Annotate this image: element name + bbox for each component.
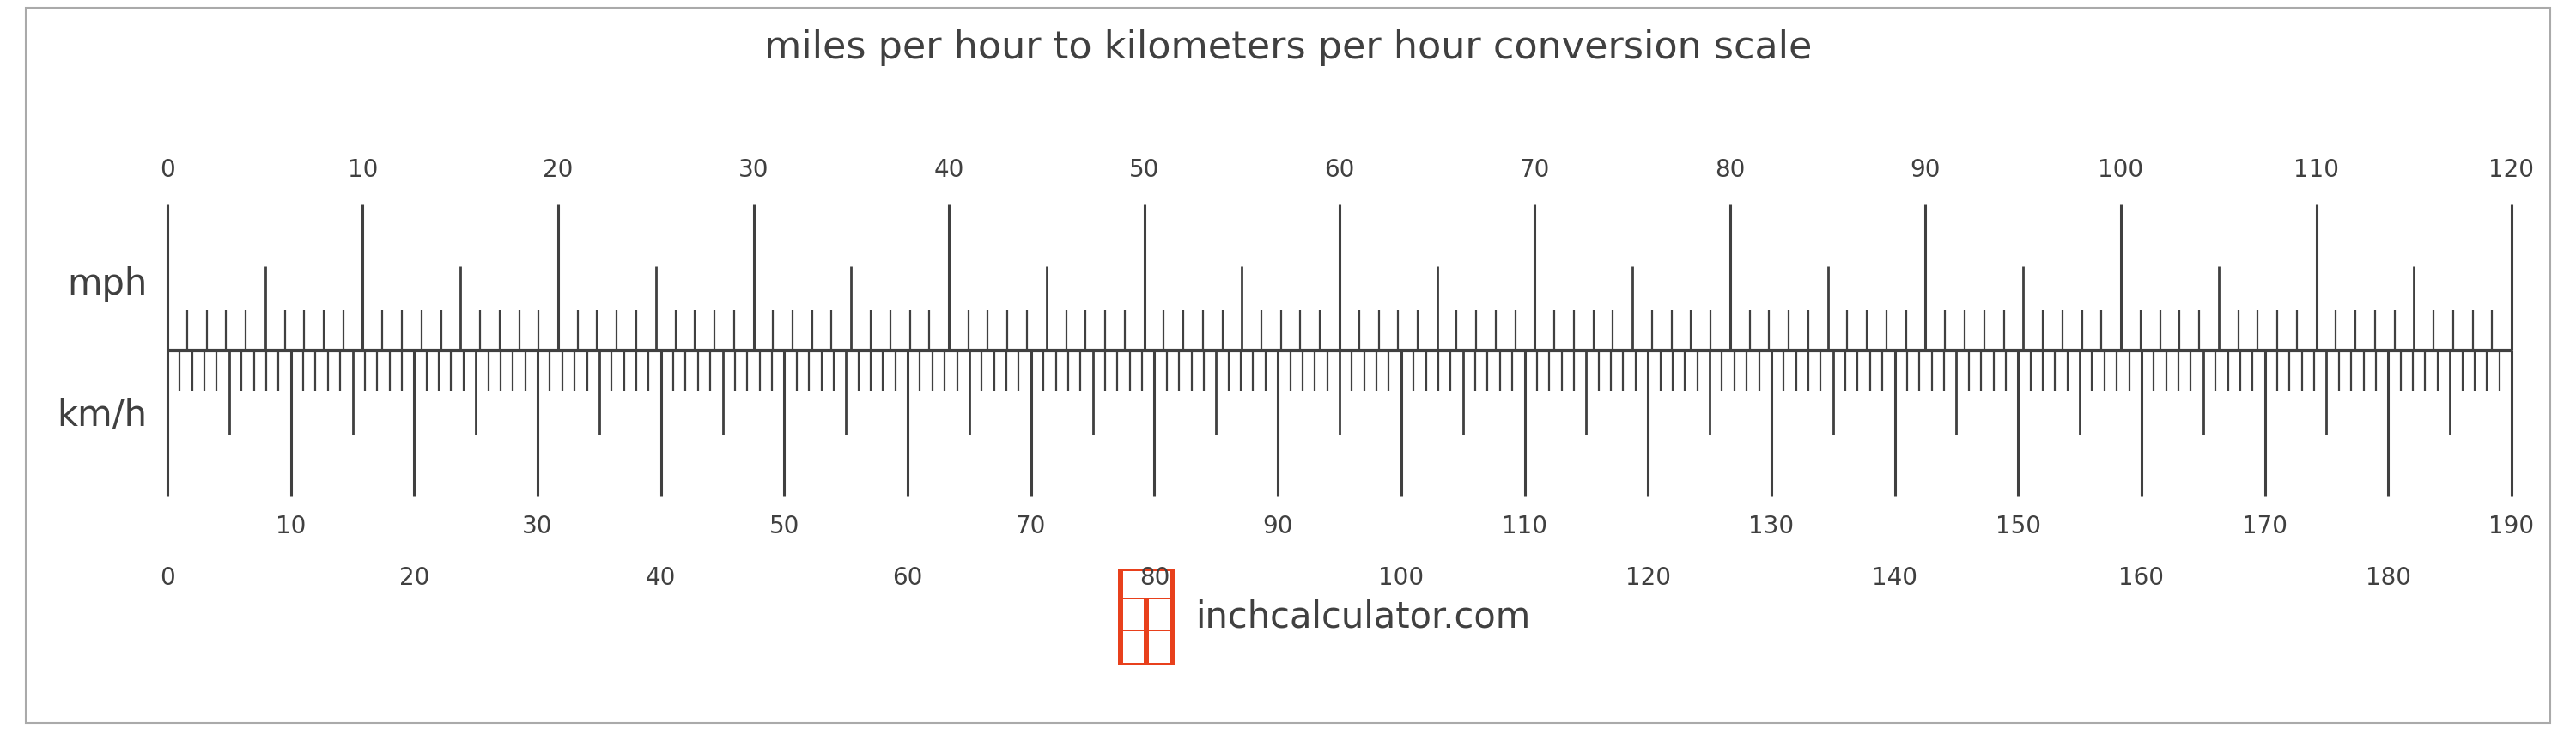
Text: 20: 20: [399, 566, 430, 590]
Text: 70: 70: [1520, 158, 1551, 182]
FancyBboxPatch shape: [1123, 599, 1144, 630]
Text: 80: 80: [1139, 566, 1170, 590]
Text: 10: 10: [348, 158, 379, 182]
Text: inchcalculator.com: inchcalculator.com: [1195, 599, 1530, 635]
Text: 90: 90: [1911, 158, 1940, 182]
Text: km/h: km/h: [57, 398, 147, 434]
Text: mph: mph: [67, 266, 147, 303]
FancyBboxPatch shape: [1118, 569, 1175, 664]
Text: 150: 150: [1996, 515, 2040, 539]
Text: 0: 0: [160, 158, 175, 182]
Text: 120: 120: [2488, 158, 2535, 182]
FancyBboxPatch shape: [1123, 571, 1170, 597]
Text: 60: 60: [1324, 158, 1355, 182]
FancyBboxPatch shape: [1149, 631, 1170, 663]
Text: 80: 80: [1716, 158, 1747, 182]
Text: 100: 100: [2097, 158, 2143, 182]
Text: 0: 0: [160, 566, 175, 590]
Text: 170: 170: [2241, 515, 2287, 539]
Text: 40: 40: [647, 566, 675, 590]
Text: 30: 30: [523, 515, 554, 539]
Text: miles per hour to kilometers per hour conversion scale: miles per hour to kilometers per hour co…: [765, 29, 1811, 66]
FancyBboxPatch shape: [1123, 631, 1144, 663]
Text: 140: 140: [1873, 566, 1917, 590]
Text: 20: 20: [544, 158, 574, 182]
Text: 50: 50: [1128, 158, 1159, 182]
Text: 160: 160: [2117, 566, 2164, 590]
Text: 70: 70: [1015, 515, 1046, 539]
Text: 110: 110: [1502, 515, 1548, 539]
Text: 30: 30: [739, 158, 768, 182]
Text: 50: 50: [770, 515, 799, 539]
Text: 190: 190: [2488, 515, 2535, 539]
Text: 110: 110: [2293, 158, 2339, 182]
Text: 40: 40: [933, 158, 963, 182]
Text: 60: 60: [891, 566, 922, 590]
Text: 120: 120: [1625, 566, 1672, 590]
Text: 10: 10: [276, 515, 307, 539]
Text: 100: 100: [1378, 566, 1425, 590]
FancyBboxPatch shape: [1149, 599, 1170, 630]
Text: 180: 180: [2365, 566, 2411, 590]
Text: 130: 130: [1749, 515, 1793, 539]
Text: 90: 90: [1262, 515, 1293, 539]
